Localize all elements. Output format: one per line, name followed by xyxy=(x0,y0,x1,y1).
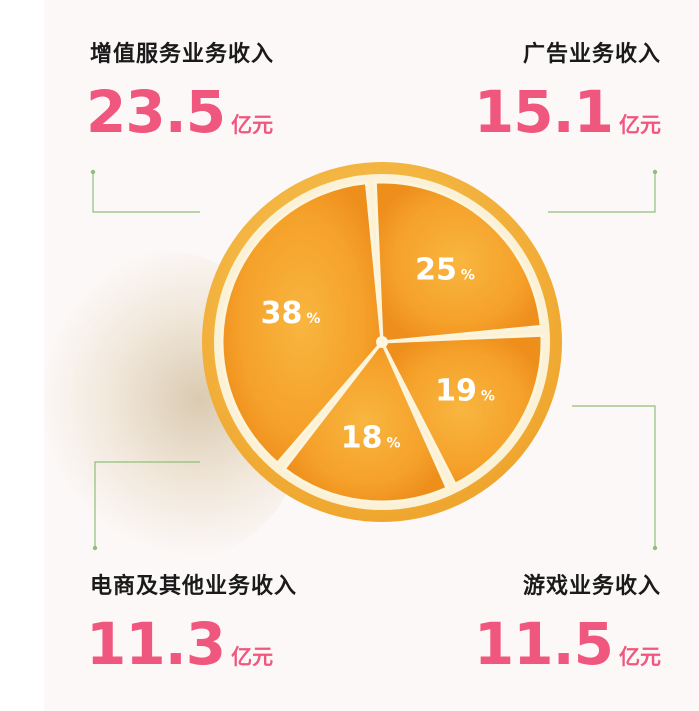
slice-percent-label-games: 19% xyxy=(435,373,495,408)
value-games: 11.5 亿元 xyxy=(474,610,661,678)
slice-percent-label-advertising: 25% xyxy=(415,253,475,288)
value-number: 11.5 xyxy=(473,610,614,678)
leader-dot xyxy=(652,545,658,551)
leader-dot xyxy=(90,169,96,175)
value-unit: 亿元 xyxy=(231,645,274,669)
label-value-added-services: 增值服务业务收入 xyxy=(90,42,275,67)
leader-line-value-added xyxy=(92,172,200,213)
value-number: 23.5 xyxy=(86,78,226,146)
value-unit: 亿元 xyxy=(619,113,661,137)
value-unit: 亿元 xyxy=(231,113,274,137)
value-number: 15.1 xyxy=(473,78,614,146)
leader-dot xyxy=(652,169,658,175)
value-number: 11.3 xyxy=(86,610,226,678)
leader-dot xyxy=(92,545,98,551)
slice-percent-label-value-added: 38% xyxy=(261,296,321,331)
value-unit: 亿元 xyxy=(619,645,661,669)
leader-line-ecommerce-other xyxy=(94,461,200,548)
value-ecommerce-other: 11.3 亿元 xyxy=(86,610,273,678)
pie-slice-ecommerce-other xyxy=(282,339,450,504)
slice-labels: 25 % 19 % 18 % 38% xyxy=(261,253,495,456)
label-ecommerce-other: 电商及其他业务收入 xyxy=(90,574,298,599)
value-advertising: 15.1 亿元 xyxy=(474,78,661,146)
orange-core xyxy=(376,336,388,348)
pie-slice-advertising xyxy=(373,180,543,344)
leader-lines xyxy=(90,169,658,551)
leader-line-games xyxy=(572,405,656,548)
label-advertising: 广告业务收入 xyxy=(522,42,661,67)
label-games: 游戏业务收入 xyxy=(522,574,661,599)
pie-slice-value-added xyxy=(220,181,384,466)
value-value-added-services: 23.5 亿元 xyxy=(86,78,273,146)
pie-slice-games xyxy=(379,333,544,487)
leader-line-advertising xyxy=(548,172,656,213)
slice-percent-label-ecommerce-other: 18% xyxy=(341,420,401,455)
pie-slices xyxy=(220,180,544,504)
